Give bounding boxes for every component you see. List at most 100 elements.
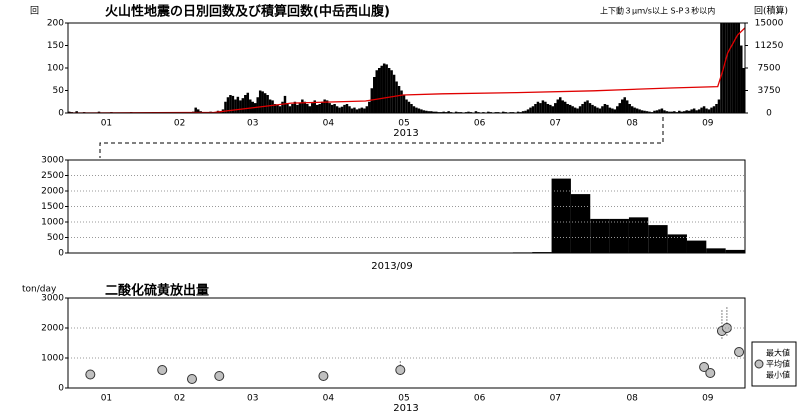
x-axis-label: 2013/09 [371,261,413,272]
bar [313,100,316,113]
bar [392,74,396,113]
bar [442,111,445,113]
bar [667,234,687,253]
bar [573,107,577,113]
x-tick-label: 09 [702,394,714,404]
bar [571,106,574,113]
bar [702,106,706,113]
bar [194,107,197,113]
bar [725,249,745,253]
bar [246,92,250,113]
zoom-connector [99,117,664,158]
bar [340,106,344,113]
bar [474,111,478,113]
x-tick-label: 01 [101,119,112,129]
bar [598,108,602,113]
bar [368,101,371,113]
x-tick-label: 04 [323,394,335,404]
bar [583,101,587,113]
bar [655,110,659,113]
x-tick-label: 05 [398,119,409,129]
bar [551,178,571,253]
bar [616,106,619,113]
bar [377,68,381,113]
bar [234,99,237,113]
bar [382,63,386,113]
y-tick-label: 0 [58,109,64,119]
bar [293,101,297,113]
bar [323,99,326,113]
y-tick-label: 2500 [41,171,64,181]
bar [740,45,743,113]
bar [638,109,641,113]
plot-area [68,23,745,113]
bar [707,109,711,113]
bar [68,111,71,113]
bar [345,104,349,113]
bar [196,109,200,113]
y-tick-label: 0 [58,249,64,259]
bar [318,104,321,113]
bar [266,95,269,113]
x-tick-label: 01 [101,394,112,404]
bar [420,109,423,113]
bar [660,108,664,113]
x-tick-label: 05 [398,394,409,404]
bar [690,109,693,113]
bar [524,110,527,113]
x-tick-label: 02 [174,394,185,404]
bar [390,70,393,113]
cumulative-line [68,27,745,113]
bar [358,108,361,113]
y-tick-label: 1000 [41,354,64,364]
plot-frame [67,297,746,389]
bar [273,104,277,113]
bar [425,110,428,113]
bar [402,95,406,113]
bar [549,104,552,113]
bar [405,99,408,113]
bar [343,104,346,113]
y-tick-label: 150 [47,41,64,51]
bar [670,111,674,113]
bar [526,109,530,113]
bar [328,103,331,113]
bar [397,86,401,113]
plot-area [85,307,745,384]
y-tick-label: 500 [47,233,64,243]
bar [556,99,560,113]
bar [348,106,351,113]
bar [628,217,649,253]
bar [680,111,684,113]
bar [407,101,411,113]
bar [417,108,421,113]
bar [400,90,403,113]
bar [298,103,302,113]
bar [539,103,542,113]
data-point [214,371,225,381]
bar [432,111,436,113]
x-tick-label: 07 [550,394,561,404]
bar [229,95,232,113]
data-point [734,347,745,357]
bar [296,104,299,113]
y-tick-label: 1000 [41,218,64,228]
bar [271,100,274,113]
bar [715,104,718,113]
bar [742,68,745,113]
y-tick-label: 1500 [41,202,64,212]
bar [306,104,309,113]
y-tick-label: 2000 [41,187,64,197]
bar [586,100,589,113]
bar [315,104,319,113]
bar [581,104,584,113]
bar [536,101,540,113]
bar [700,107,703,113]
y2-tick-label: 3750 [758,86,781,96]
bar [720,23,723,113]
bar [365,106,369,113]
bar [320,101,324,113]
y2-tick-label: 15000 [755,19,784,29]
bar [648,225,668,253]
